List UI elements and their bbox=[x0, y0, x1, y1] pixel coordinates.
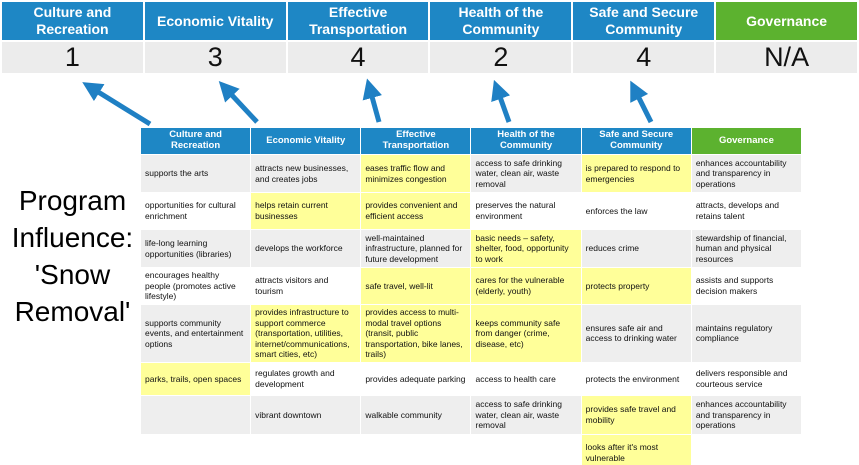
arrow-effective-transportation bbox=[362, 78, 382, 123]
scorecard-header-effective-transportation: Effective Transportation bbox=[287, 2, 429, 40]
matrix-cell: supports the arts bbox=[141, 155, 251, 192]
matrix-cell: attracts, develops and retains talent bbox=[691, 193, 801, 229]
matrix-cell: maintains regulatory compliance bbox=[691, 304, 801, 362]
matrix-cell: ensures safe air and access to drinking … bbox=[581, 304, 691, 362]
matrix-cell: access to safe drinking water, clean air… bbox=[471, 396, 581, 434]
matrix-header: Safe and Secure Community bbox=[581, 128, 691, 154]
matrix-cell: attracts new businesses, and creates job… bbox=[251, 155, 361, 192]
matrix-cell: keeps community safe from danger (crime,… bbox=[471, 304, 581, 362]
matrix-cell: helps retain current businesses bbox=[251, 193, 361, 229]
arrow-health-community bbox=[491, 79, 512, 123]
scorecard: Culture and Recreation Economic Vitality… bbox=[2, 2, 857, 75]
matrix-header: Economic Vitality bbox=[251, 128, 361, 154]
matrix-header: Governance bbox=[691, 128, 801, 154]
score-value-effective-transportation: 4 bbox=[287, 42, 429, 73]
matrix-cell: basic needs – safety, shelter, food, opp… bbox=[471, 230, 581, 267]
arrow-culture-recreation bbox=[82, 82, 152, 127]
scorecard-header-safe-secure-community: Safe and Secure Community bbox=[573, 2, 715, 40]
scorecard-scores: 1 3 4 2 4 N/A bbox=[2, 42, 857, 73]
matrix-cell: supports community events, and entertain… bbox=[141, 304, 251, 362]
matrix-cell: protects property bbox=[581, 268, 691, 304]
matrix-header: Culture and Recreation bbox=[141, 128, 251, 154]
scorecard-header-culture-recreation: Culture and Recreation bbox=[2, 2, 143, 40]
matrix-cell: is prepared to respond to emergencies bbox=[581, 155, 691, 192]
score-value-economic-vitality: 3 bbox=[144, 42, 286, 73]
matrix-cell bbox=[141, 396, 251, 434]
scorecard-header-health-community: Health of the Community bbox=[430, 2, 572, 40]
matrix-cell: vibrant downtown bbox=[251, 396, 361, 434]
influence-arrows bbox=[82, 78, 654, 127]
arrow-safe-secure-community bbox=[630, 80, 654, 124]
scorecard-headers: Culture and Recreation Economic Vitality… bbox=[2, 2, 857, 40]
matrix-cell: provides convenient and efficient access bbox=[361, 193, 471, 229]
matrix-cell bbox=[691, 435, 801, 465]
matrix-cell: access to safe drinking water, clean air… bbox=[471, 155, 581, 192]
matrix-cell bbox=[361, 435, 471, 465]
matrix-cell: encourages healthy people (promotes acti… bbox=[141, 268, 251, 304]
matrix-cell: opportunities for cultural enrichment bbox=[141, 193, 251, 229]
score-value-governance: N/A bbox=[716, 42, 857, 73]
matrix-cell: eases traffic flow and minimizes congest… bbox=[361, 155, 471, 192]
matrix-cell: provides safe travel and mobility bbox=[581, 396, 691, 434]
matrix-cell: looks after it's most vulnerable bbox=[581, 435, 691, 465]
matrix-header: Effective Transportation bbox=[361, 128, 471, 154]
score-value-safe-secure-community: 4 bbox=[573, 42, 715, 73]
arrow-economic-vitality bbox=[218, 81, 259, 124]
matrix-cell: reduces crime bbox=[581, 230, 691, 267]
matrix-cell: well-maintained infrastructure, planned … bbox=[361, 230, 471, 267]
matrix-header: Health of the Community bbox=[471, 128, 581, 154]
matrix-cell: provides adequate parking bbox=[361, 363, 471, 395]
matrix-cell: walkable community bbox=[361, 396, 471, 434]
matrix-cell: enforces the law bbox=[581, 193, 691, 229]
program-influence-title: Program Influence: 'Snow Removal' bbox=[11, 185, 134, 327]
matrix-cell: regulates growth and development bbox=[251, 363, 361, 395]
matrix-cell: enhances accountability and transparency… bbox=[691, 396, 801, 434]
matrix-cell bbox=[141, 435, 251, 465]
matrix-cell: parks, trails, open spaces bbox=[141, 363, 251, 395]
matrix-cell: enhances accountability and transparency… bbox=[691, 155, 801, 192]
scorecard-header-economic-vitality: Economic Vitality bbox=[144, 2, 286, 40]
matrix-cell: safe travel, well-lit bbox=[361, 268, 471, 304]
matrix-cell: life-long learning opportunities (librar… bbox=[141, 230, 251, 267]
matrix-cell: cares for the vulnerable (elderly, youth… bbox=[471, 268, 581, 304]
matrix-cell: preserves the natural environment bbox=[471, 193, 581, 229]
matrix-cell: develops the workforce bbox=[251, 230, 361, 267]
benefit-matrix: Culture and Recreation Economic Vitality E… bbox=[141, 128, 801, 465]
matrix-cell: access to health care bbox=[471, 363, 581, 395]
matrix-cell: provides infrastructure to support comme… bbox=[251, 304, 361, 362]
matrix-cell bbox=[471, 435, 581, 465]
score-value-health-community: 2 bbox=[430, 42, 572, 73]
score-value-culture-recreation: 1 bbox=[2, 42, 143, 73]
matrix-cell: stewardship of financial, human and phys… bbox=[691, 230, 801, 267]
matrix-cell bbox=[251, 435, 361, 465]
matrix-cell: provides access to multi-modal travel op… bbox=[361, 304, 471, 362]
matrix-cell: attracts visitors and tourism bbox=[251, 268, 361, 304]
scorecard-header-governance: Governance bbox=[716, 2, 857, 40]
matrix-cell: delivers responsible and courteous servi… bbox=[691, 363, 801, 395]
matrix-cell: protects the environment bbox=[581, 363, 691, 395]
matrix-cell: assists and supports decision makers bbox=[691, 268, 801, 304]
